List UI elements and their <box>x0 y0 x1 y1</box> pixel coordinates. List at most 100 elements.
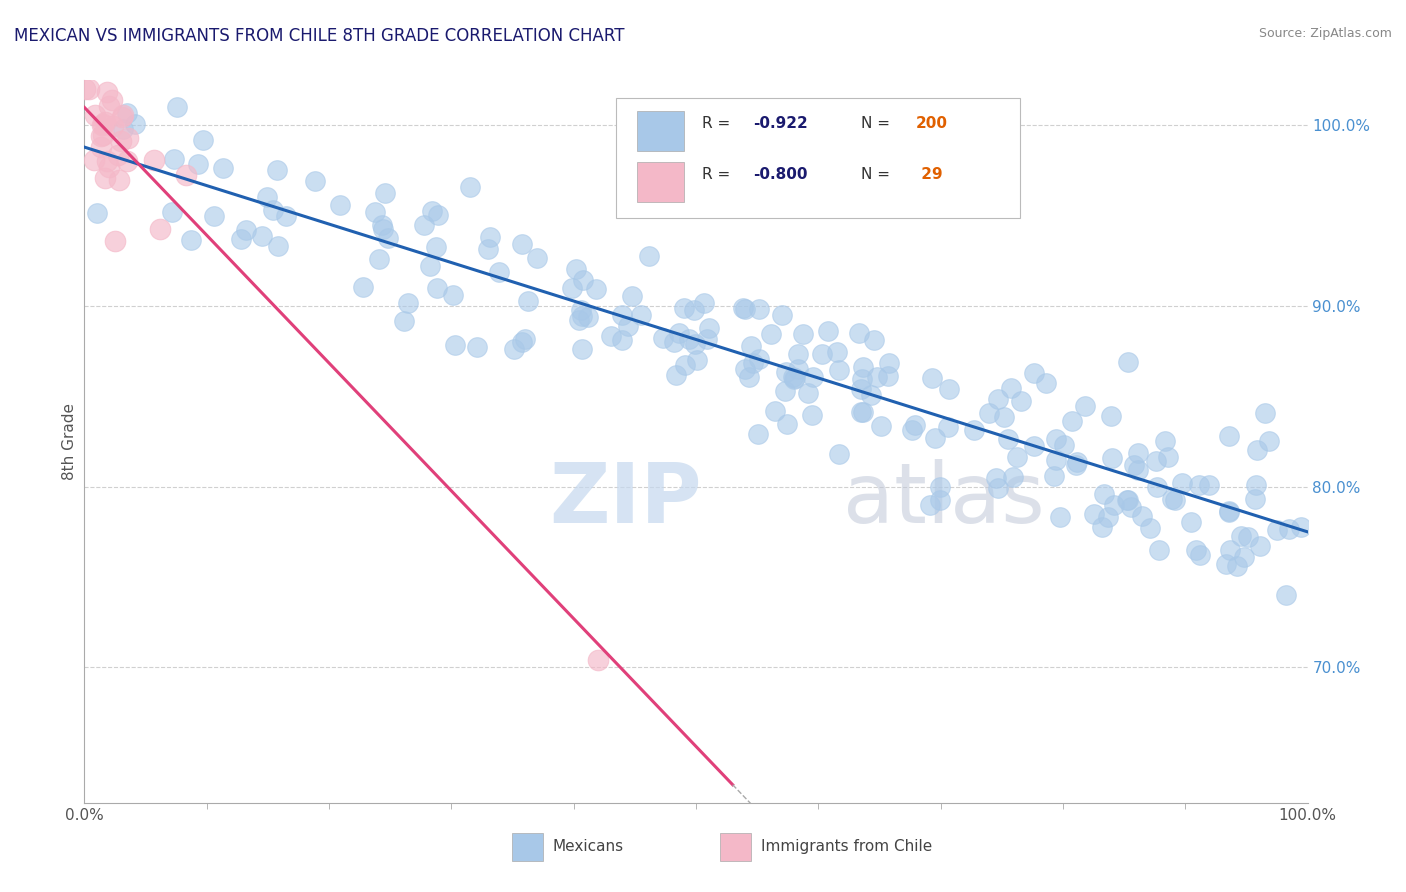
Point <box>997 432 1019 446</box>
Point <box>936 420 959 434</box>
Point <box>191 133 214 147</box>
Point <box>1218 504 1240 518</box>
Point <box>920 498 942 512</box>
Point <box>235 223 257 237</box>
Point <box>1233 549 1256 564</box>
Point <box>179 233 201 247</box>
Point <box>1229 529 1251 543</box>
Point <box>1188 478 1211 492</box>
Bar <box>637 112 683 151</box>
Point <box>425 240 447 254</box>
Point <box>869 419 891 434</box>
Point <box>610 333 633 347</box>
Point <box>811 347 834 361</box>
Point <box>526 251 548 265</box>
Point <box>734 361 756 376</box>
Point <box>987 392 1010 407</box>
Point <box>91 128 114 142</box>
Point <box>266 162 288 177</box>
Point <box>863 333 886 347</box>
Point <box>1147 543 1170 558</box>
Point <box>620 289 643 303</box>
Point <box>770 308 793 322</box>
Point <box>1160 491 1182 506</box>
Point <box>734 302 756 317</box>
Point <box>1249 539 1271 553</box>
Point <box>610 308 633 322</box>
Point <box>174 168 197 182</box>
Text: R =: R = <box>702 167 735 182</box>
Point <box>1180 516 1202 530</box>
Point <box>825 344 848 359</box>
Point <box>97 160 120 174</box>
Point <box>107 148 129 162</box>
Point <box>901 423 924 437</box>
Point <box>787 362 810 376</box>
Point <box>97 99 120 113</box>
Point <box>664 334 686 349</box>
Point <box>571 273 593 287</box>
Point <box>1144 453 1167 467</box>
Point <box>851 372 873 386</box>
Point <box>801 370 824 384</box>
Point <box>561 281 583 295</box>
Point <box>443 338 465 352</box>
Point <box>630 308 652 322</box>
Point <box>1101 451 1123 466</box>
Point <box>617 318 640 333</box>
Point <box>678 333 700 347</box>
Point <box>392 314 415 328</box>
Point <box>1246 478 1268 492</box>
Point <box>782 372 804 386</box>
Point <box>1139 521 1161 535</box>
Point <box>371 222 394 236</box>
Point <box>477 242 499 256</box>
Point <box>1116 354 1139 368</box>
Point <box>1219 542 1241 557</box>
Point <box>848 326 870 340</box>
Point <box>585 282 607 296</box>
Point <box>166 100 188 114</box>
Point <box>110 134 132 148</box>
Point <box>776 417 799 431</box>
Point <box>420 204 443 219</box>
Text: Immigrants from Chile: Immigrants from Chile <box>761 838 932 854</box>
Point <box>94 171 117 186</box>
Point <box>979 406 1001 420</box>
Point <box>924 431 946 445</box>
Point <box>90 119 112 133</box>
Point <box>1244 491 1267 506</box>
Point <box>108 172 131 186</box>
Point <box>1007 450 1029 465</box>
Point <box>763 404 786 418</box>
Point <box>426 208 449 222</box>
Point <box>117 130 139 145</box>
Point <box>1104 499 1126 513</box>
Point <box>86 206 108 220</box>
Text: N =: N = <box>860 116 896 131</box>
Point <box>568 313 591 327</box>
Point <box>747 427 769 442</box>
Point <box>1083 508 1105 522</box>
FancyBboxPatch shape <box>616 98 1021 218</box>
Point <box>73 82 96 96</box>
Point <box>792 327 814 342</box>
Point <box>412 218 434 232</box>
Point <box>370 219 392 233</box>
Point <box>748 351 770 366</box>
Point <box>1010 393 1032 408</box>
Point <box>1116 492 1139 507</box>
Point <box>1119 500 1142 514</box>
Point <box>90 140 112 154</box>
Point <box>1002 470 1025 484</box>
Point <box>91 117 114 131</box>
Point <box>1042 469 1064 483</box>
Point <box>697 320 720 334</box>
Text: R =: R = <box>702 116 735 131</box>
Y-axis label: 8th Grade: 8th Grade <box>62 403 77 480</box>
Point <box>638 248 661 262</box>
Point <box>742 356 765 370</box>
Point <box>396 296 419 310</box>
Point <box>775 365 797 379</box>
Point <box>1237 530 1260 544</box>
